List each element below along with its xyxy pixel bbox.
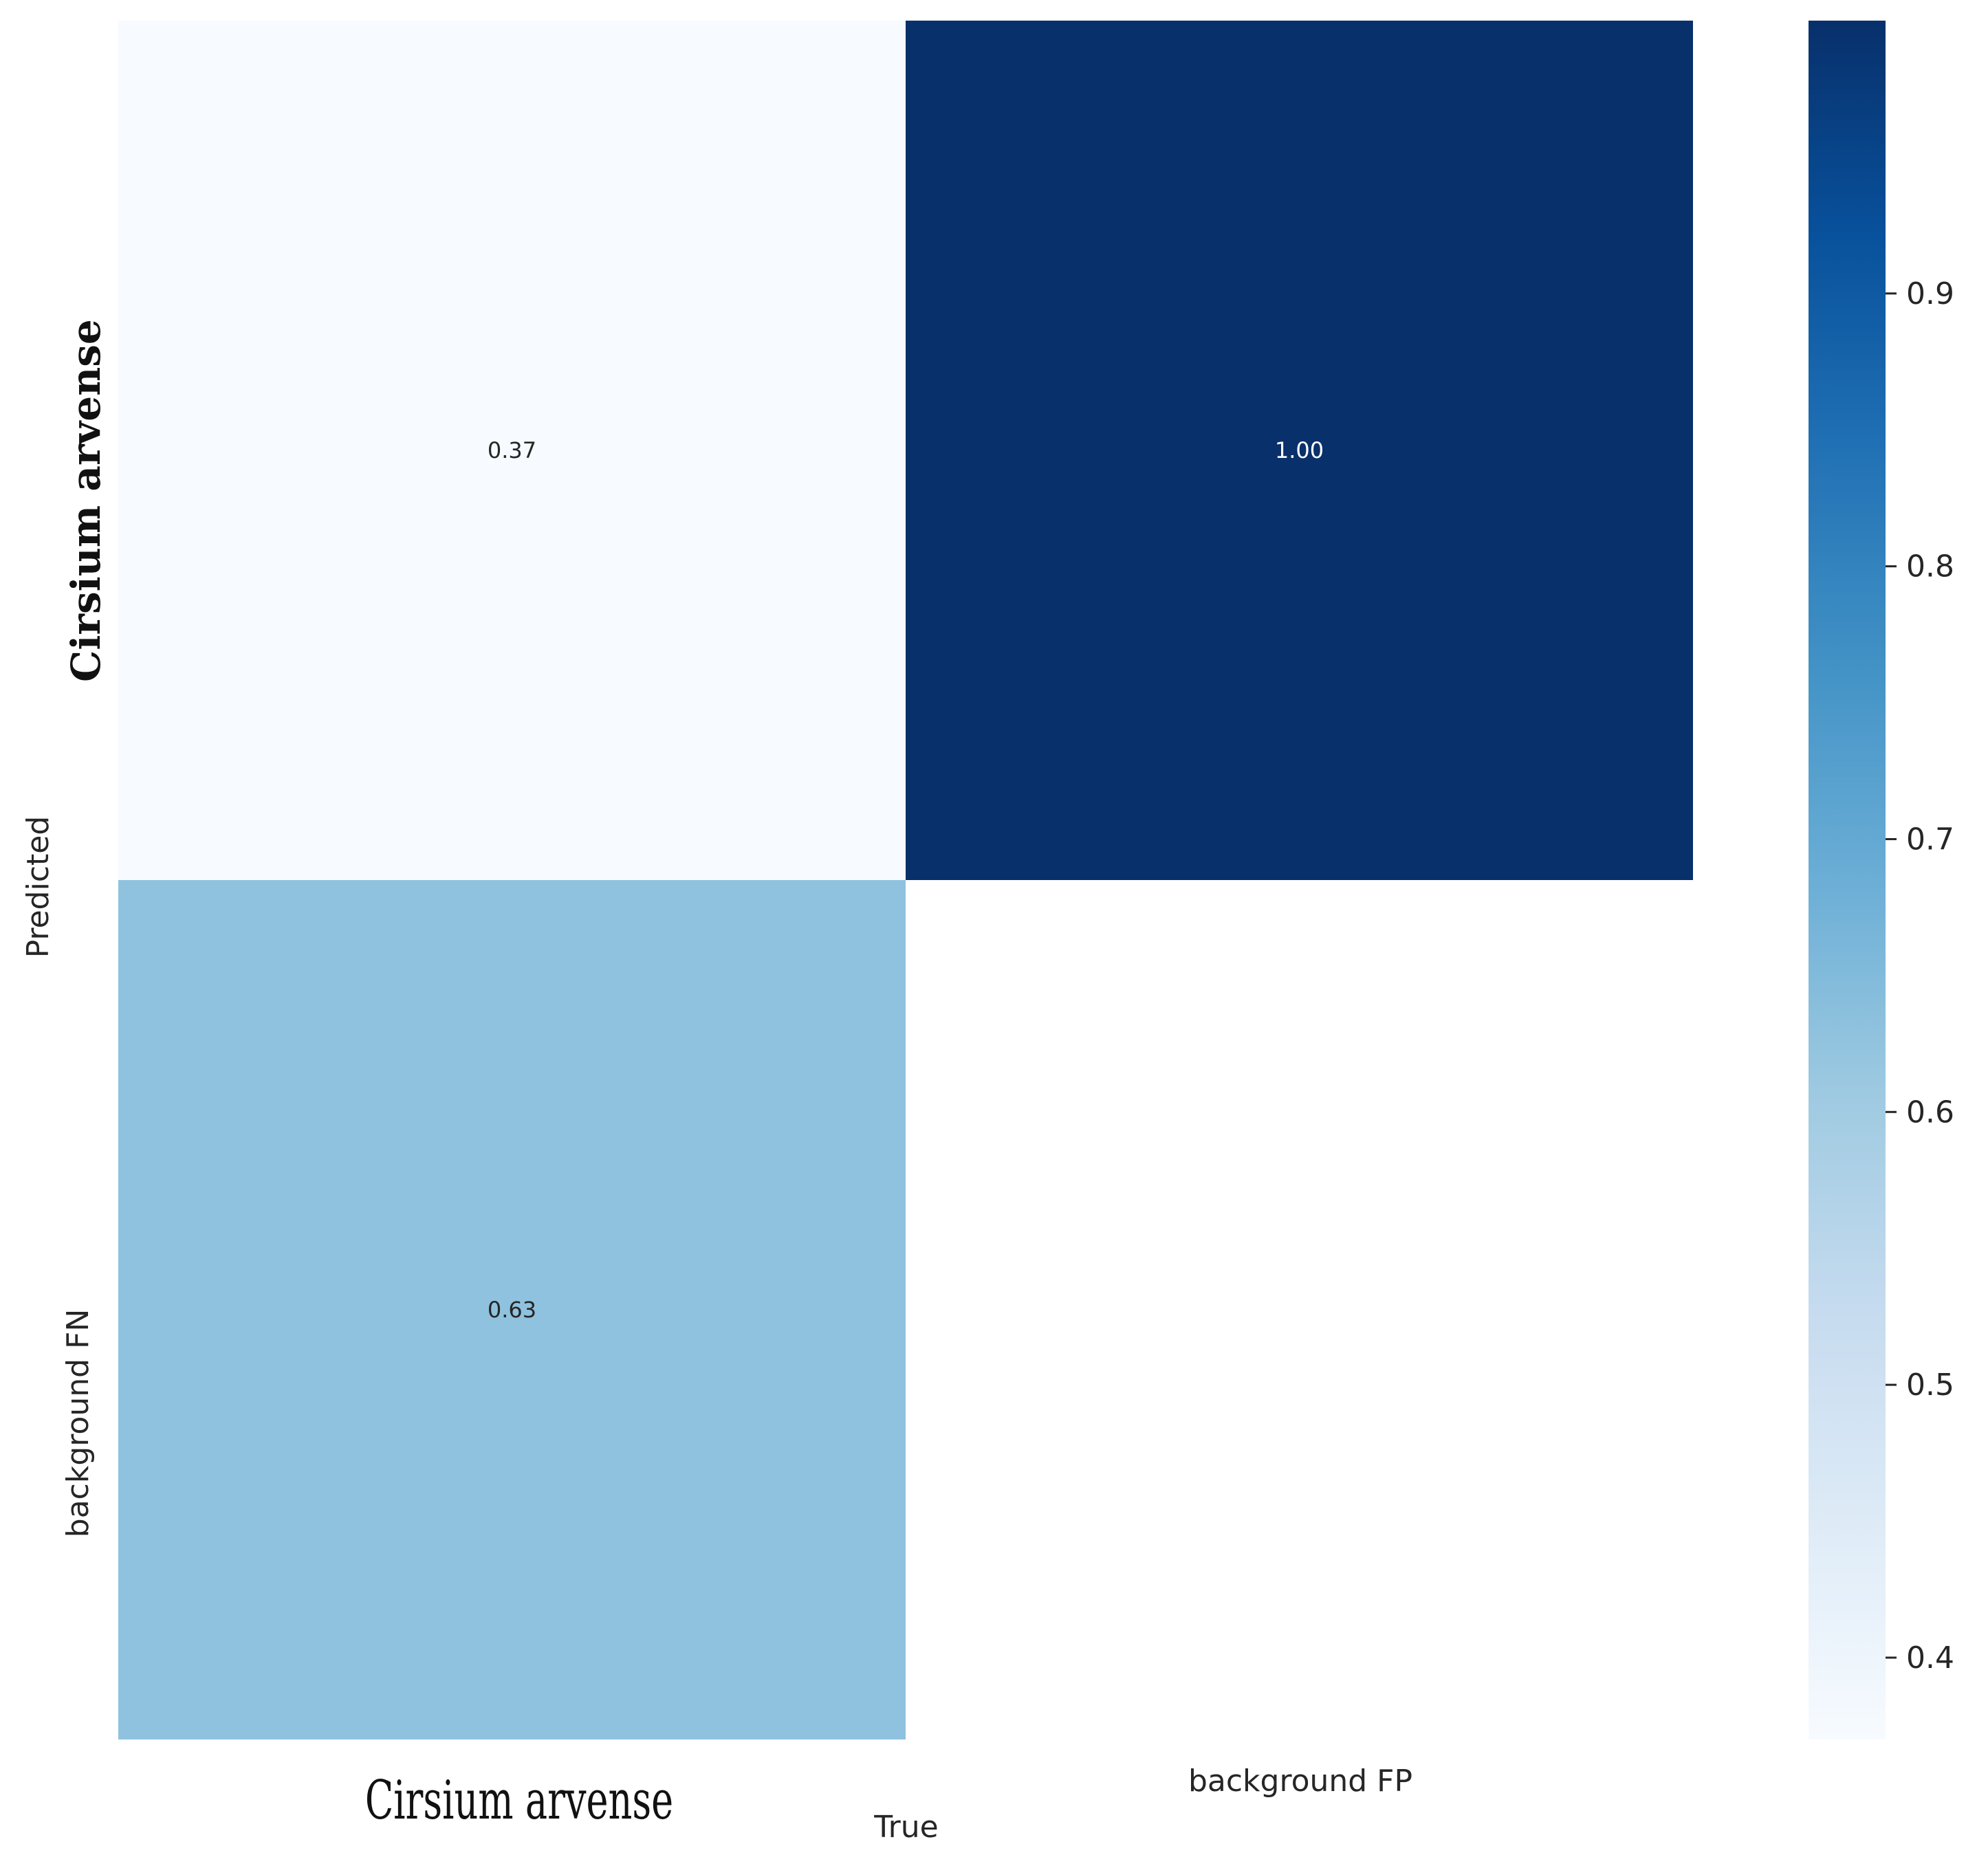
heatmap-cells	[118, 21, 1693, 1739]
y-tick-label-background-fn: background FN	[61, 1309, 96, 1537]
heatmap-cell-cirsium-arvense-background-fp	[906, 21, 1693, 880]
cell-labels: 0.37 1.00 0.63	[488, 437, 1324, 1323]
y-axis-title: Predicted	[21, 816, 56, 958]
x-tick-label-background-fp: background FP	[1188, 1764, 1412, 1799]
heatmap-cell-background-fn-cirsium-arvense	[118, 880, 906, 1739]
colorbar-ticks: 0.4 0.5 0.6 0.7 0.8 0.9	[1886, 276, 1954, 1676]
colorbar-tick-label: 0.7	[1906, 822, 1954, 857]
colorbar-tick-label: 0.6	[1906, 1095, 1954, 1130]
cell-value-label: 0.63	[488, 1297, 536, 1323]
x-axis-title: True	[873, 1810, 938, 1845]
heatmap-cell-cirsium-arvense-cirsium-arvense	[118, 21, 906, 880]
colorbar-tick-label: 0.4	[1906, 1640, 1954, 1676]
colorbar-tick-label: 0.5	[1906, 1368, 1954, 1403]
cell-value-label: 0.37	[488, 437, 536, 463]
x-tick-label-cirsium-arvense: Cirsium arvense	[365, 1769, 673, 1832]
colorbar-tick-label: 0.8	[1906, 549, 1954, 584]
cell-value-label: 1.00	[1275, 437, 1324, 463]
colorbar-tick-label: 0.9	[1906, 276, 1954, 311]
y-tick-label-cirsium-arvense: Cirsium arvense	[63, 319, 109, 682]
colorbar	[1809, 21, 1886, 1739]
